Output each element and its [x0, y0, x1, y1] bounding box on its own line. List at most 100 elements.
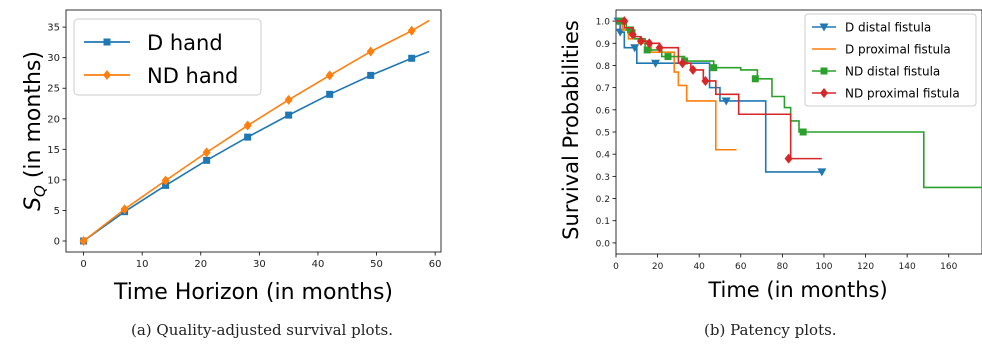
- chart-b-ytick-label: 0.4: [596, 151, 611, 161]
- chart-a-legend-label: D hand: [147, 31, 223, 55]
- chart-b-legend-marker: [820, 88, 828, 98]
- chart-a-ytick-label: 35: [47, 23, 60, 34]
- chart-a-ylabel-subscript: Q: [31, 185, 49, 197]
- chart-b-data-point: [817, 168, 827, 177]
- chart-b-data-point: [678, 58, 687, 69]
- chart-b-legend-label: D distal fistula: [845, 21, 931, 35]
- chart-a-series-line: [83, 19, 430, 242]
- chart-b-xlabel: Time (in months): [707, 278, 887, 302]
- chart-b-legend-label: D proximal fistula: [845, 43, 951, 57]
- chart-b-series-d-proximal-fistula: [616, 20, 737, 151]
- chart-b-legend-marker: [820, 67, 828, 75]
- chart-a-data-point: [244, 133, 252, 141]
- chart-b-data-point: [630, 44, 640, 53]
- chart-a-ytick-label: 25: [47, 84, 60, 95]
- chart-a-ylabel-unit: (in months): [21, 51, 46, 185]
- chart-a-legend-marker: [103, 70, 111, 80]
- chart-b-xtick-label: 120: [857, 262, 874, 272]
- chart-b-data-point: [799, 128, 807, 136]
- chart-b-ytick-label: 0.8: [596, 62, 611, 72]
- chart-b-xtick-label: 0: [613, 262, 619, 272]
- chart-b-xtick-label: 100: [815, 262, 832, 272]
- chart-a-ytick-label: 30: [47, 53, 60, 64]
- chart-a-xtick-label: 50: [370, 259, 383, 270]
- chart-b-ytick-label: 0.7: [596, 84, 610, 94]
- chart-b-legend-marker: [819, 23, 829, 32]
- chart-a-data-point: [243, 120, 252, 131]
- chart-a-ytick-label: 5: [54, 206, 60, 217]
- caption-b: (b) Patency plots.: [704, 321, 837, 339]
- chart-b-legend: D distal fistula D proximal fistula ND dis…: [804, 13, 977, 107]
- chart-b-ytick-label: 1.0: [596, 18, 611, 28]
- chart-b-ylabel: Survival Probabilities: [559, 20, 583, 240]
- chart-b-xtick-label: 140: [899, 262, 916, 272]
- chart-b-data-point: [655, 42, 664, 53]
- chart-a-data-point: [120, 204, 129, 215]
- chart-b-legend-label: ND proximal fistula: [845, 87, 960, 101]
- chart-b-legend-label: ND distal fistula: [845, 65, 940, 79]
- chart-b-data-point: [643, 46, 651, 54]
- chart-a-data-point: [284, 94, 293, 105]
- chart-a-legend-box: [73, 18, 262, 96]
- chart-a-xtick-label: 0: [80, 259, 86, 270]
- chart-b-step-line: [616, 20, 737, 151]
- chart-a-data-point: [326, 90, 334, 98]
- chart-a-data-point: [203, 156, 211, 164]
- chart-b-legend-box: [804, 13, 977, 107]
- chart-a-data-point: [161, 175, 170, 186]
- chart-b-xtick-label: 160: [940, 262, 957, 272]
- chart-a-legend: D hand ND hand: [73, 18, 262, 96]
- chart-a-data-point: [366, 46, 375, 57]
- chart-b-data-point: [620, 16, 629, 27]
- chart-b-data-point: [664, 53, 672, 61]
- chart-a-data-point: [202, 147, 211, 158]
- chart-a-xtick-label: 30: [253, 259, 266, 270]
- chart-b-ytick-label: 0.0: [596, 239, 611, 249]
- chart-b-data-point: [710, 64, 718, 72]
- chart-b-ytick-label: 0.5: [596, 129, 610, 139]
- chart-a-xtick-label: 20: [194, 259, 207, 270]
- chart-b-xtick-label: 40: [693, 262, 705, 272]
- chart-a-data-point: [285, 111, 293, 119]
- chart-b-ytick-label: 0.3: [596, 173, 610, 183]
- chart-b-data-point: [645, 38, 654, 49]
- chart-a-xtick-label: 10: [136, 259, 149, 270]
- chart-a-frame: [65, 9, 442, 253]
- chart-a-ylabel: SQ (in months): [21, 51, 49, 211]
- chart-b-ytick-label: 0.9: [596, 40, 611, 50]
- chart-b-data-point: [628, 29, 637, 40]
- chart-a-data-point: [325, 70, 334, 81]
- chart-b-data-point: [627, 26, 635, 34]
- chart-b-xtick-label: 20: [652, 262, 664, 272]
- chart-b-data-point: [636, 36, 645, 47]
- chart-b-xtick-label: 60: [735, 262, 747, 272]
- chart-b-data-point: [688, 64, 697, 75]
- chart-a-series-line: [83, 50, 430, 242]
- chart-a-legend-marker: [103, 38, 111, 46]
- chart-a-ytick-label: 10: [47, 175, 60, 186]
- chart-b-data-point: [721, 97, 731, 106]
- chart-b-ytick-label: 0.2: [596, 195, 610, 205]
- chart-a-ytick-label: 0: [54, 237, 60, 248]
- chart-a-ytick-label: 15: [47, 145, 60, 156]
- chart-b-xtick-label: 80: [777, 262, 789, 272]
- chart-b-ytick-label: 0.6: [596, 106, 611, 116]
- chart-b-series-nd-proximal-fistula: [616, 16, 822, 164]
- chart-a-data-point: [407, 25, 416, 36]
- chart-b-data-point: [651, 59, 661, 68]
- chart-a-legend-label: ND hand: [147, 64, 238, 88]
- chart-a-series-nd-hand: [79, 19, 430, 246]
- chart-a-xtick-label: 40: [312, 259, 325, 270]
- chart-a-xlabel: Time Horizon (in months): [113, 280, 393, 305]
- chart-a-data-point: [408, 54, 416, 62]
- chart-a-ytick-label: 20: [47, 114, 60, 125]
- chart-a-data-point: [79, 236, 88, 246]
- chart-a-data-point: [367, 71, 375, 79]
- chart-b-data-point: [751, 75, 759, 83]
- chart-a-axes: 0 10 20 30 40 50 60 0 5 10 15 20 25 30 35: [47, 9, 442, 270]
- chart-a-ylabel-symbol: S: [21, 197, 46, 211]
- chart-b-axes: 0 20 40 60 80 100 120 140 160 0.0 0.1 0.2 0.3 0.4 0.5 0…: [596, 9, 982, 272]
- chart-b-ytick-label: 0.1: [596, 217, 610, 227]
- chart-b-data-point: [701, 75, 710, 86]
